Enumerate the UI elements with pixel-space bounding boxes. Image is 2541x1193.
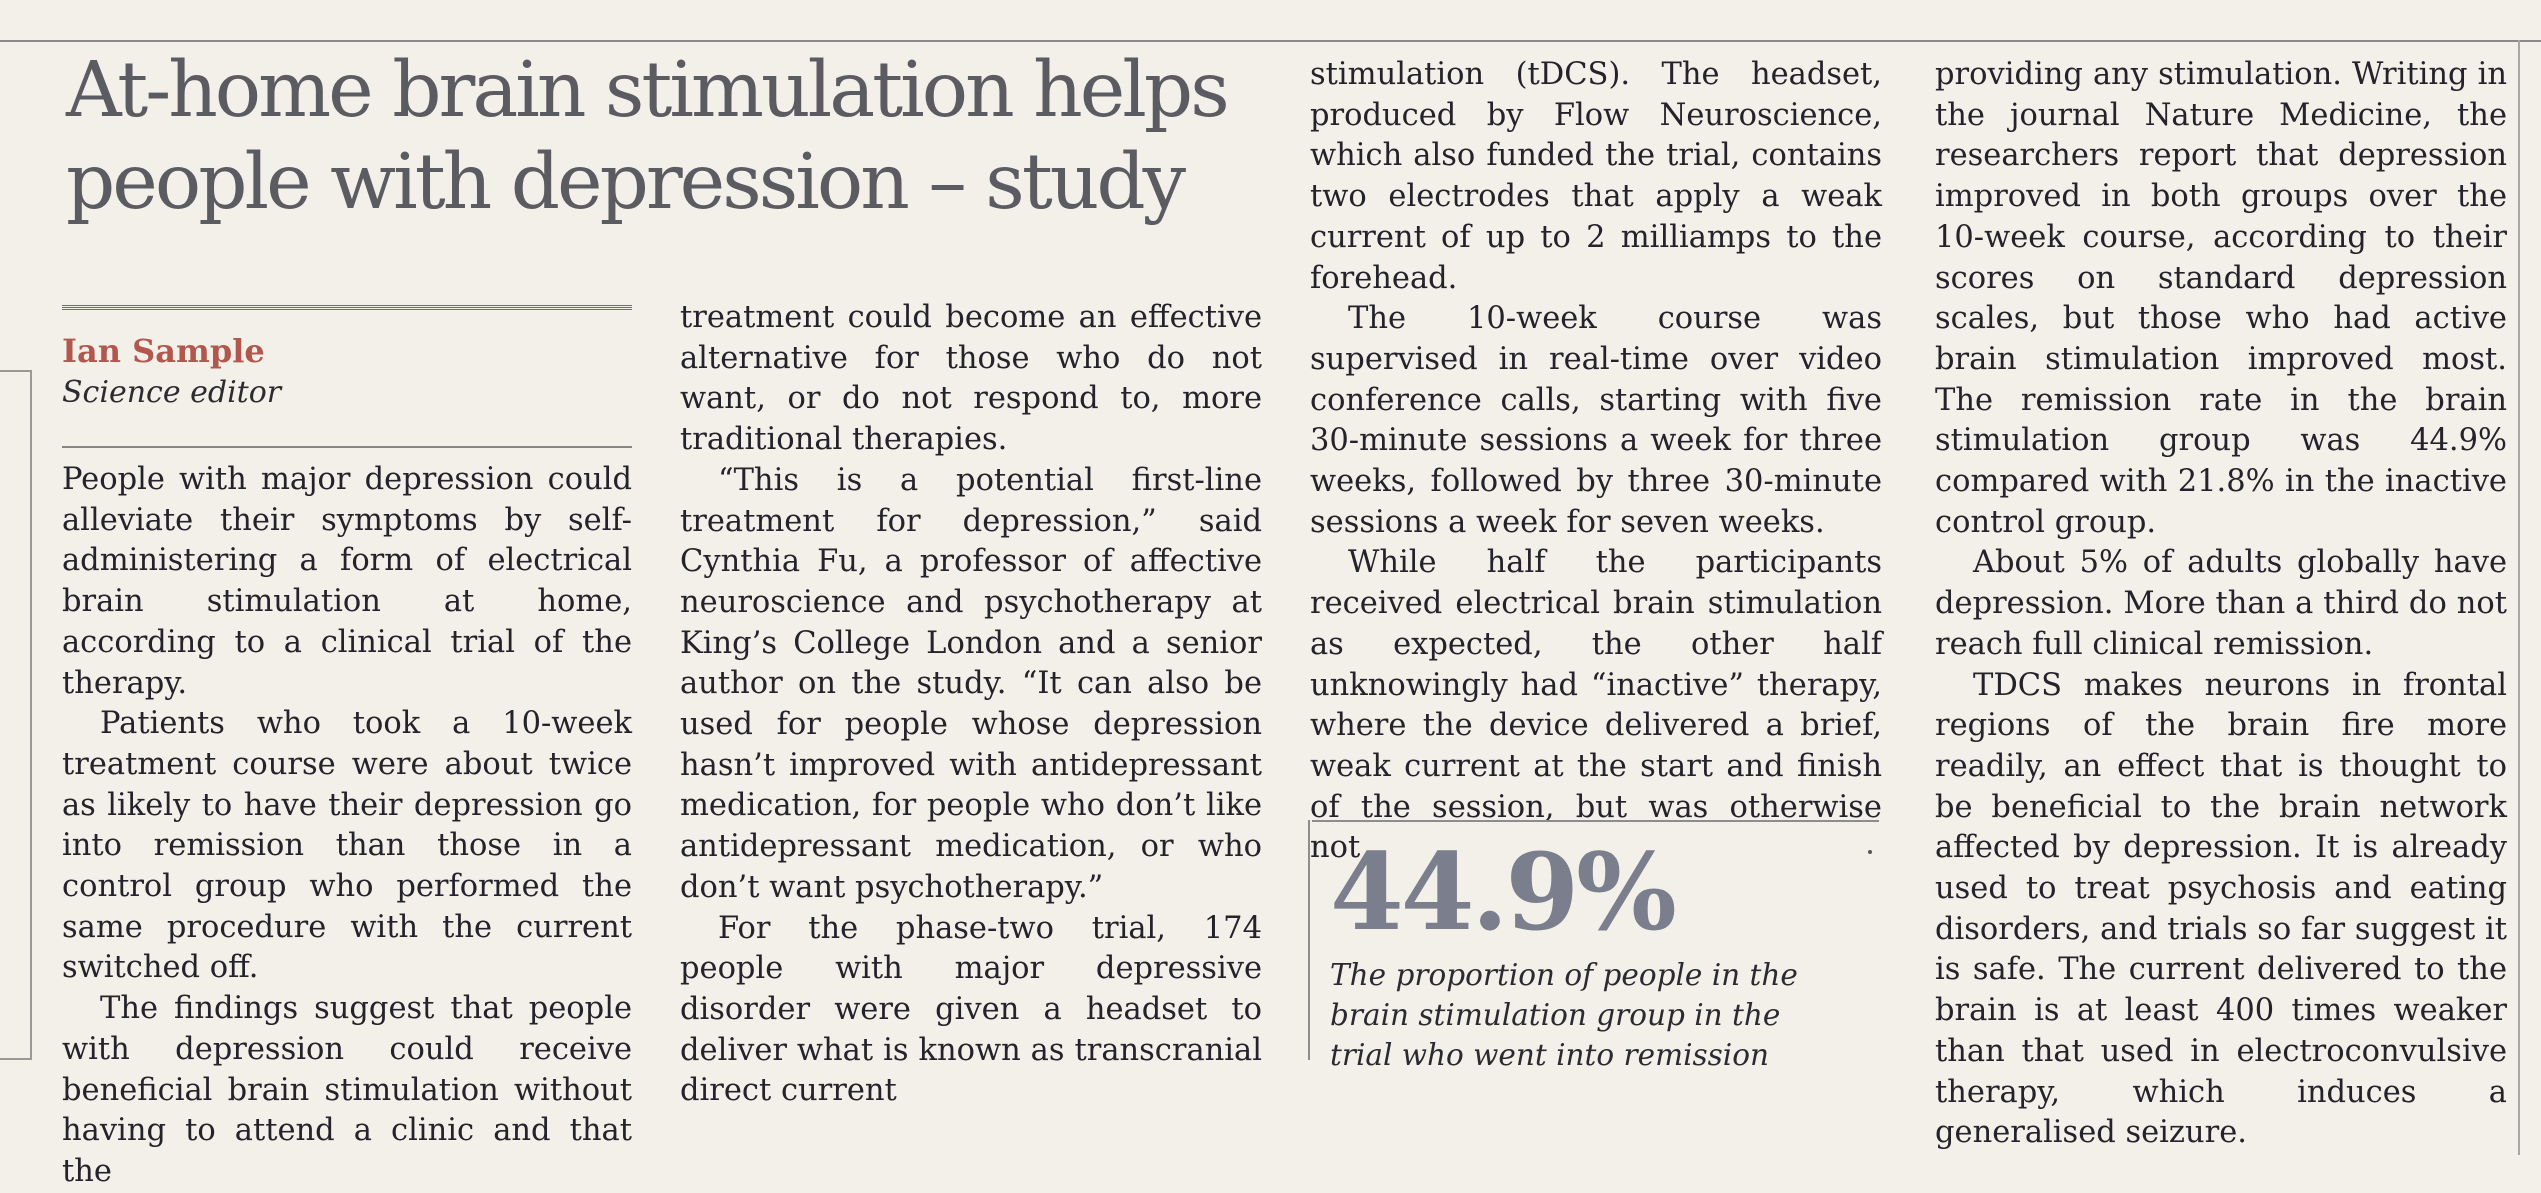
paragraph: The findings suggest that people with de… [62,991,632,1189]
column-2: treatment could become an effective alte… [680,298,1262,1112]
paragraph: People with major depression could allev… [62,462,632,701]
paragraph: For the phase-two trial, 174 people with… [680,910,1262,1109]
headline: At-home brain stimulation helps people w… [66,46,1230,227]
paragraph: “This is a potential first-line treatmen… [680,462,1262,905]
column-rule-right [2518,40,2520,1155]
top-rule [0,40,2541,42]
print-speck [1868,850,1872,854]
column-4: providing any stimulation. Writing in th… [1935,55,2507,1154]
column-1: People with major depression could allev… [62,460,632,1193]
paragraph: providing any stimulation. Writing in th… [1935,57,2507,540]
paragraph: treatment could become an effective alte… [680,300,1262,458]
paragraph: About 5% of adults globally have depress… [1935,545,2507,662]
paragraph: While half the participants received ele… [1310,545,1882,866]
paragraph: TDCS makes neurons in frontal regions of… [1935,667,2507,1151]
paragraph: The 10-week course was supervised in rea… [1310,301,1882,540]
paragraph: stimulation (tDCS). The headset, produce… [1310,57,1882,296]
pull-quote-number: 44.9% [1330,829,1677,954]
left-margin-bracket [0,370,32,1060]
paragraph: Patients who took a 10-week treatment co… [62,706,632,986]
byline-rule [62,305,632,310]
byline-role: Science editor [62,375,282,410]
column-3: stimulation (tDCS). The headset, produce… [1310,55,1882,869]
byline-divider [62,446,632,448]
pull-quote-side-rule [1308,820,1310,1060]
pull-quote-caption: The proportion of people in the brain st… [1330,958,1798,1072]
newspaper-clipping: At-home brain stimulation helps people w… [0,40,2541,1189]
byline-name: Ian Sample [62,332,265,370]
pull-quote-rule [1312,820,1879,822]
